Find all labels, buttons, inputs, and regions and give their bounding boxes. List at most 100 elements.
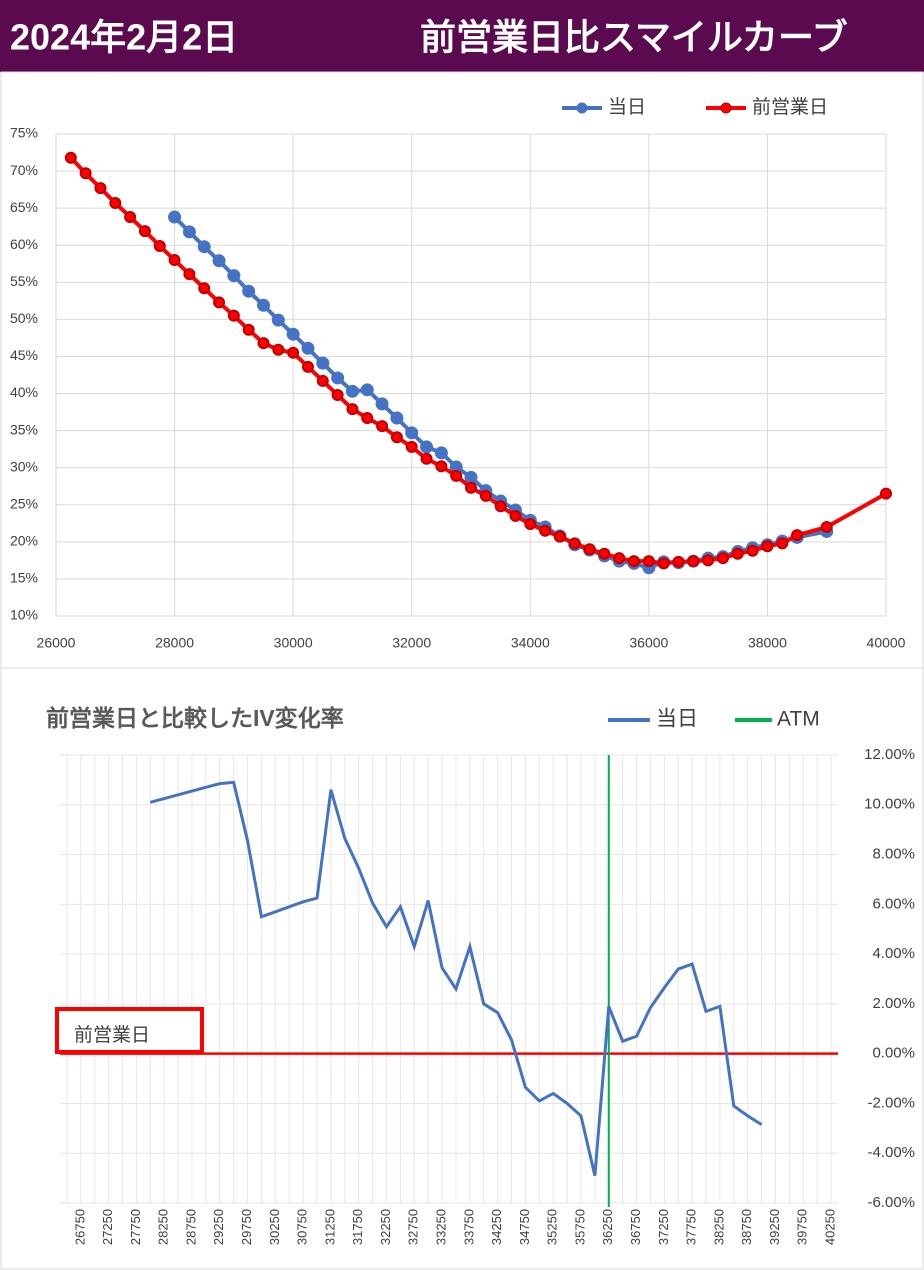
x-tick-label: 37250 <box>656 1209 671 1245</box>
point <box>138 225 151 238</box>
point <box>672 555 685 568</box>
point <box>435 460 448 473</box>
point <box>539 524 552 537</box>
x-tick-label: 36750 <box>628 1209 643 1245</box>
point <box>494 500 507 513</box>
point <box>420 440 434 454</box>
header-date: 2024年2月2日 <box>10 17 238 58</box>
series-line <box>149 780 763 1176</box>
x-tick-label: 32750 <box>406 1209 421 1245</box>
legend-label: 当日 <box>608 96 646 118</box>
y-tick-label: 40% <box>10 384 38 400</box>
y-tick-label: 70% <box>10 162 38 178</box>
point <box>405 426 419 440</box>
point <box>376 420 389 433</box>
point <box>227 269 241 283</box>
point <box>257 337 270 350</box>
x-tick-label: 32000 <box>392 635 431 651</box>
legend-marker <box>720 102 732 114</box>
point <box>316 374 329 387</box>
y-tick-label: 55% <box>10 273 38 289</box>
point <box>613 552 626 565</box>
point <box>450 469 463 482</box>
legend-label: 前営業日 <box>752 96 828 118</box>
point <box>287 346 300 359</box>
x-tick-label: 29250 <box>211 1209 226 1245</box>
x-tick-label: 39750 <box>795 1209 810 1245</box>
x-tick-label: 39250 <box>767 1209 782 1245</box>
point <box>479 489 492 502</box>
x-tick-label: 40000 <box>867 635 906 651</box>
point <box>820 521 833 534</box>
series-line <box>69 156 887 566</box>
y2-tick-label: 12.00% <box>864 746 915 763</box>
point <box>628 555 641 568</box>
y-tick-label: 15% <box>10 570 38 586</box>
point <box>242 323 255 336</box>
point <box>272 343 285 356</box>
y2-tick-label: 8.00% <box>872 846 915 863</box>
point <box>791 529 804 542</box>
point <box>182 225 196 239</box>
x-tick-label: 34250 <box>489 1209 504 1245</box>
point <box>657 557 670 570</box>
x-tick-label: 31250 <box>322 1209 337 1245</box>
point <box>553 530 566 543</box>
point <box>642 555 655 568</box>
x-tick-label: 30750 <box>295 1209 310 1245</box>
chart2-title: 前営業日と比較したIV変化率 <box>46 705 344 731</box>
point <box>731 547 744 560</box>
x-tick-label: 32250 <box>378 1209 393 1245</box>
point <box>271 313 285 327</box>
point <box>375 397 389 411</box>
point <box>168 210 182 224</box>
point <box>198 282 211 295</box>
point <box>153 239 166 252</box>
y-tick-label: 50% <box>10 310 38 326</box>
point <box>242 284 256 298</box>
x-tick-label: 30000 <box>274 635 313 651</box>
point <box>286 327 300 341</box>
y-tick-label: 60% <box>10 236 38 252</box>
point <box>301 360 314 373</box>
x-tick-label: 29750 <box>239 1209 254 1245</box>
x-tick-label: 34000 <box>511 635 550 651</box>
point <box>687 555 700 568</box>
point <box>316 356 330 370</box>
x-tick-label: 27250 <box>100 1209 115 1245</box>
x-tick-label: 26750 <box>72 1209 87 1245</box>
x-tick-label: 26000 <box>37 635 76 651</box>
point <box>390 431 403 444</box>
point <box>197 240 211 254</box>
point <box>212 254 226 268</box>
point <box>360 383 374 397</box>
point <box>776 537 789 550</box>
legend-marker <box>576 102 588 114</box>
point <box>94 182 107 195</box>
x-tick-label: 31750 <box>350 1209 365 1245</box>
legend-label: ATM <box>777 708 820 731</box>
point <box>464 470 478 484</box>
point <box>301 341 315 355</box>
x-tick-label: 40250 <box>822 1209 837 1245</box>
y2-tick-label: -6.00% <box>867 1194 915 1211</box>
point <box>702 554 715 567</box>
x-tick-label: 28750 <box>183 1209 198 1245</box>
x-tick-label: 28000 <box>155 635 194 651</box>
point <box>227 309 240 322</box>
point <box>746 544 759 557</box>
y2-tick-label: -2.00% <box>867 1094 915 1111</box>
point <box>109 196 122 209</box>
point <box>79 167 92 180</box>
y-tick-label: 20% <box>10 533 38 549</box>
y2-tick-label: -4.00% <box>867 1144 915 1161</box>
y2-tick-label: 10.00% <box>864 796 915 813</box>
point <box>420 452 433 465</box>
point <box>716 552 729 565</box>
point <box>465 481 477 494</box>
y2-tick-label: 2.00% <box>872 995 915 1012</box>
legend-label: 当日 <box>656 708 698 731</box>
point <box>598 547 611 560</box>
header-title: 前営業日比スマイルカーブ <box>420 17 848 58</box>
